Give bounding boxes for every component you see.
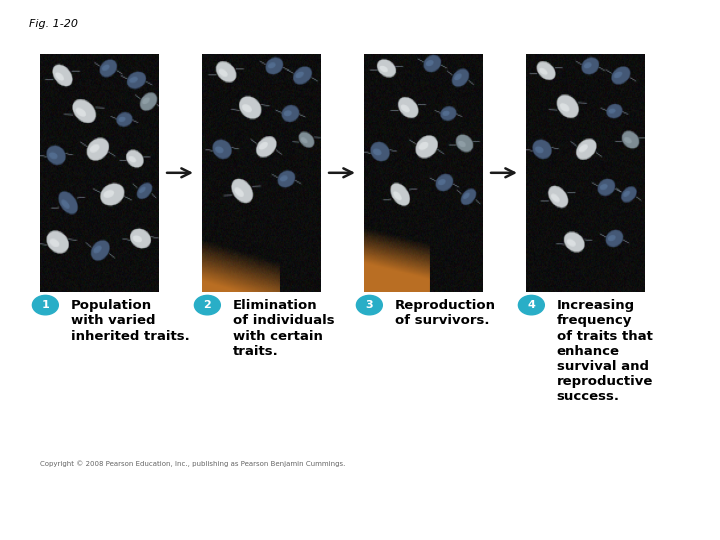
Text: Increasing: Increasing [557, 299, 635, 312]
Text: of traits that: of traits that [557, 329, 652, 342]
Circle shape [194, 295, 220, 315]
Text: with varied: with varied [71, 314, 155, 327]
Text: Elimination: Elimination [233, 299, 318, 312]
Text: 4: 4 [528, 300, 535, 310]
Text: 2: 2 [204, 300, 211, 310]
Text: of survivors.: of survivors. [395, 314, 489, 327]
Text: with certain: with certain [233, 329, 323, 342]
Text: 3: 3 [366, 300, 373, 310]
Text: traits.: traits. [233, 345, 279, 357]
Text: Reproduction: Reproduction [395, 299, 495, 312]
Text: reproductive: reproductive [557, 375, 653, 388]
Text: 1: 1 [42, 300, 49, 310]
Circle shape [356, 295, 382, 315]
Text: of individuals: of individuals [233, 314, 334, 327]
Text: Copyright © 2008 Pearson Education, Inc., publishing as Pearson Benjamin Cumming: Copyright © 2008 Pearson Education, Inc.… [40, 461, 345, 467]
Text: enhance: enhance [557, 345, 620, 357]
Circle shape [32, 295, 58, 315]
Text: Population: Population [71, 299, 152, 312]
Text: survival and: survival and [557, 360, 649, 373]
Text: Fig. 1-20: Fig. 1-20 [29, 19, 78, 29]
Text: frequency: frequency [557, 314, 632, 327]
Text: inherited traits.: inherited traits. [71, 329, 189, 342]
Circle shape [518, 295, 544, 315]
Text: success.: success. [557, 390, 620, 403]
